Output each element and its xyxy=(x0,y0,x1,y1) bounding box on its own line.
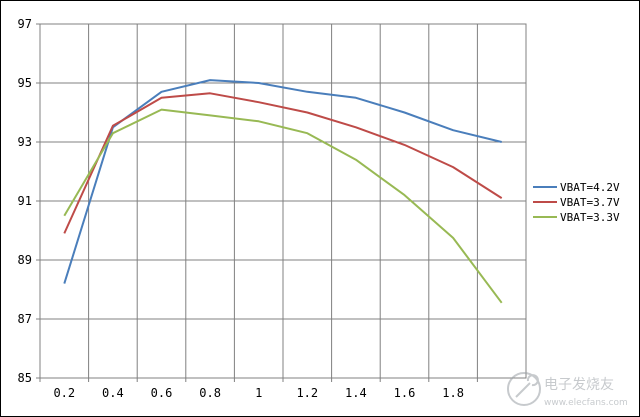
watermark: 电子发烧友 www.elecfans.com xyxy=(504,367,632,411)
x-axis-ticks: 0.2 0.4 0.6 0.8 1 1.2 1.4 1.6 1.8 xyxy=(39,378,478,400)
x-tick-label: 1 xyxy=(255,386,262,400)
watermark-site: www.elecfans.com xyxy=(544,398,628,408)
legend-label: VBAT=4.2V xyxy=(560,181,620,194)
legend-label: VBAT=3.7V xyxy=(560,196,620,209)
legend: VBAT=4.2V VBAT=3.7V VBAT=3.3V xyxy=(533,181,620,224)
x-tick-label: 0.2 xyxy=(53,386,75,400)
y-tick-label: 97 xyxy=(18,17,32,31)
series-lines xyxy=(63,79,503,304)
y-tick-label: 93 xyxy=(18,135,32,149)
watermark-text: 电子发烧友 xyxy=(544,377,614,393)
legend-label: VBAT=3.3V xyxy=(560,211,620,224)
x-tick-label: 1.2 xyxy=(296,386,318,400)
x-tick-label: 1.8 xyxy=(442,386,464,400)
series-line xyxy=(63,108,503,304)
x-tick-label: 0.6 xyxy=(151,386,173,400)
y-tick-label: 87 xyxy=(18,312,32,326)
series-line xyxy=(63,79,502,284)
y-tick-label: 85 xyxy=(18,371,32,385)
y-tick-label: 95 xyxy=(18,76,32,90)
x-tick-label: 0.8 xyxy=(199,386,221,400)
wrench-gear-icon: 电子发烧友 www.elecfans.com xyxy=(507,372,628,408)
x-tick-label: 1.6 xyxy=(394,386,416,400)
y-tick-label: 91 xyxy=(18,194,32,208)
y-tick-label: 89 xyxy=(18,253,32,267)
x-tick-label: 0.4 xyxy=(102,386,124,400)
horizontal-gridlines xyxy=(40,82,526,320)
series-line xyxy=(63,92,503,234)
x-tick-label: 1.4 xyxy=(345,386,367,400)
y-axis-ticks: 85 87 89 91 93 95 97 xyxy=(18,17,40,385)
